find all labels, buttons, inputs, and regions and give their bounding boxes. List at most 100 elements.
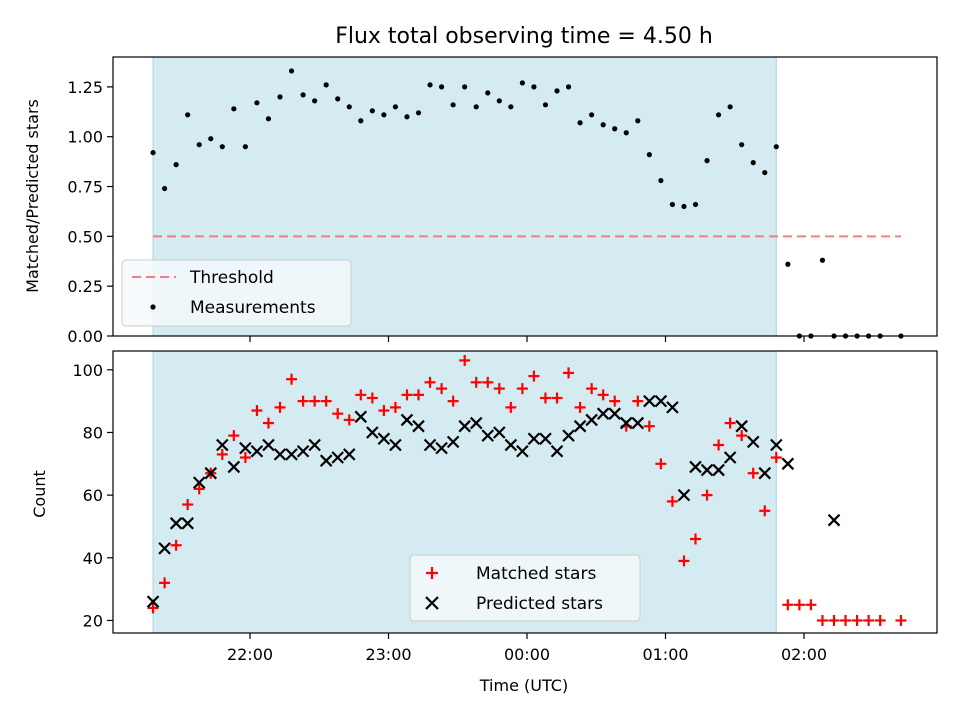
legend-predicted-label: Predicted stars [476,594,603,614]
matched-star-point [770,452,782,464]
legend-matched-label: Matched stars [476,564,596,584]
matched-star-point [251,405,263,417]
predicted-star-point [389,438,402,452]
matched-star-point [170,539,182,551]
x-tick-label: 23:00 [365,645,411,664]
matched-star-point [286,373,298,385]
matched-star-point [320,395,332,407]
matched-star-point [193,483,205,495]
measurement-point [635,118,641,124]
measurement-point [161,185,168,192]
matched-star-point [701,489,713,501]
predicted-star-point [308,438,321,452]
predicted-star-point [746,435,760,449]
matched-star-point [343,414,355,426]
measurement-point [208,136,214,142]
matched-star-point [586,383,598,395]
matched-star-point [736,430,748,442]
y-tick-label: 0.25 [67,277,103,296]
predicted-star-point [666,401,679,414]
measurement-point [462,84,468,90]
measurement-point [612,126,618,132]
measurement-point [658,177,664,184]
matched-star-point [609,395,621,407]
predicted-star-point [504,438,518,452]
measurement-point [254,100,260,106]
predicted-star-point [539,432,552,446]
ratio-legend-box [121,259,352,327]
matched-star-point [228,430,240,442]
legend-measurements-label: Measurements [190,298,316,318]
predicted-star-point [400,413,414,427]
counts-y-axis-label: Count [30,470,49,518]
predicted-star-point [550,444,564,458]
matched-star-point [216,448,228,460]
ratio-x-ticks [249,336,805,342]
predicted-star-point [758,466,772,480]
predicted-star-point [770,438,783,452]
matched-star-point [401,389,413,401]
measurement-point [623,130,629,136]
measurement-point [381,112,387,118]
matched-star-point [574,401,586,413]
counts-axes-frame [112,350,938,634]
legend-threshold-label: Threshold [189,268,274,288]
matched-star-point [297,395,309,407]
y-tick-label: 1.00 [67,128,103,147]
measurement-point [392,104,399,110]
measurement-point [473,104,479,110]
matched-star-point [643,420,655,432]
predicted-star-point [619,416,633,430]
predicted-star-point [366,426,379,439]
predicted-star-point [239,441,252,455]
predicted-star-point [192,476,206,489]
predicted-star-point [469,416,483,430]
matched-star-point [793,599,805,611]
y-tick-label: 0.00 [67,327,103,346]
ratio-axes-frame [112,56,938,337]
measurement-point [600,122,606,128]
predicted-star-points [146,394,841,608]
predicted-star-point [573,419,587,433]
measurement-point [508,104,514,110]
predicted-star-point [204,466,218,480]
predicted-star-point [643,394,656,408]
predicted-star-point [146,595,160,608]
matched-star-point [874,614,886,626]
matched-star-point [851,614,863,626]
predicted-star-point [700,463,714,477]
matched-star-point [759,505,771,517]
measurement-point [542,102,549,108]
matched-star-point [413,389,425,401]
matched-star-point [459,354,471,366]
x-tick-label: 01:00 [642,645,688,664]
y-tick-label: 40 [83,549,103,568]
measurement-point [265,116,272,122]
matched-star-point [516,383,528,395]
predicted-star-point [585,413,598,427]
matched-star-point [182,499,194,511]
predicted-star-point [342,448,356,461]
predicted-star-point [227,460,241,474]
measurement-point [739,142,745,148]
counts-panel: 20 40 60 80 100 22:00 23:00 00:00 01:00 02:00 Co… [30,350,938,695]
measurement-point [185,112,191,118]
legend-predicted-swatch [425,596,439,610]
measurement-point [762,169,768,176]
measurement-point [335,96,341,102]
matched-star-point [332,408,344,420]
predicted-star-point [446,435,460,449]
predicted-star-point [516,444,529,458]
y-tick-label: 1.25 [67,78,103,97]
measurement-point [715,112,722,118]
matched-star-point [366,392,378,404]
predicted-star-point [158,542,171,555]
measurement-point [173,162,179,168]
predicted-star-point [481,429,495,442]
ratio-y-axis-label: Matched/Predicted stars [23,99,42,293]
matched-star-point [424,376,436,388]
predicted-star-point [677,488,691,502]
predicted-star-point [735,419,748,433]
y-tick-label: 0.50 [67,227,103,246]
predicted-star-point [285,448,298,461]
